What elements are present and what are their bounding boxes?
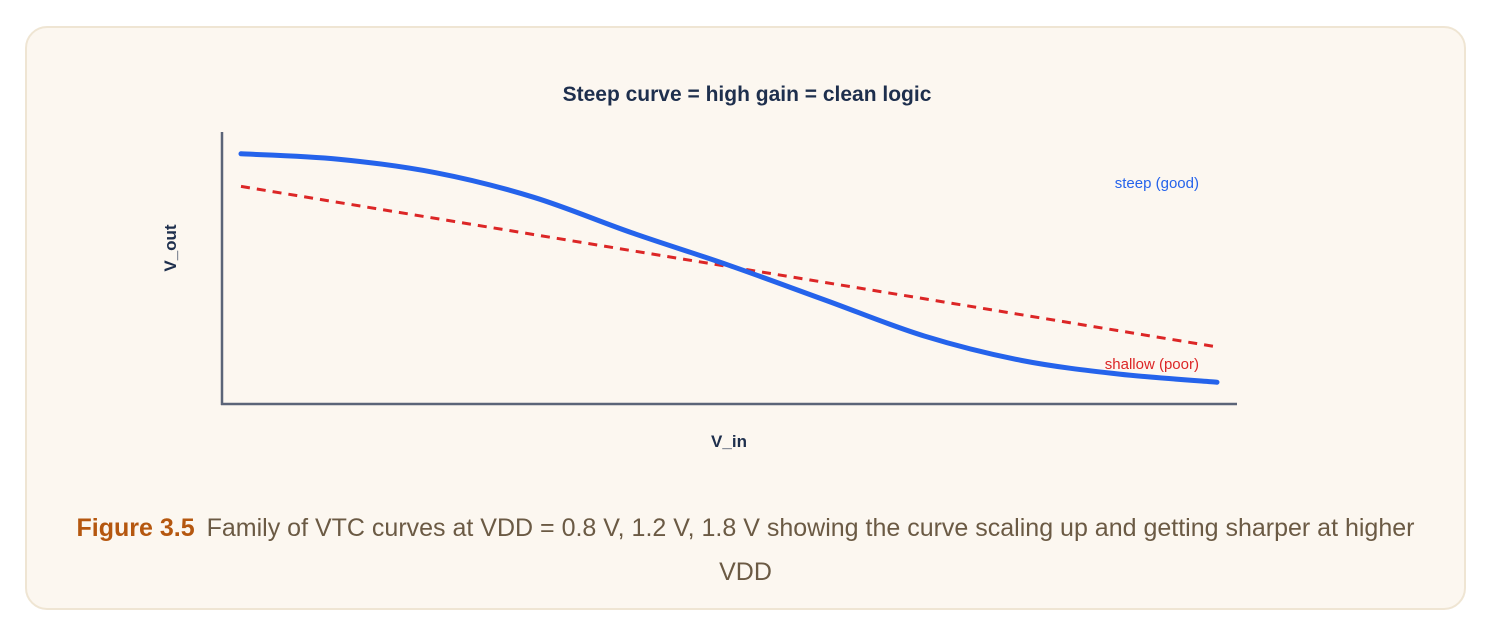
x-axis-label: V_in: [711, 432, 747, 451]
series-layer: [238, 151, 1220, 385]
figure-label: Figure 3.5: [76, 514, 195, 542]
series-label-steep: steep (good): [1115, 175, 1199, 192]
chart-title: Steep curve = high gain = clean logic: [563, 83, 932, 106]
series-line-shallow: [240, 184, 1218, 349]
y-axis-label: V_out: [161, 224, 180, 272]
series-line-steep: [238, 151, 1220, 385]
figure-card: Steep curve = high gain = clean logic V_…: [25, 26, 1466, 610]
vtc-chart: Steep curve = high gain = clean logic V_…: [161, 83, 1237, 451]
figure-caption: Figure 3.5 Family of VTC curves at VDD = …: [67, 506, 1424, 594]
figure-caption-text: Family of VTC curves at VDD = 0.8 V, 1.2…: [206, 514, 1415, 586]
series-label-shallow: shallow (poor): [1105, 356, 1199, 373]
